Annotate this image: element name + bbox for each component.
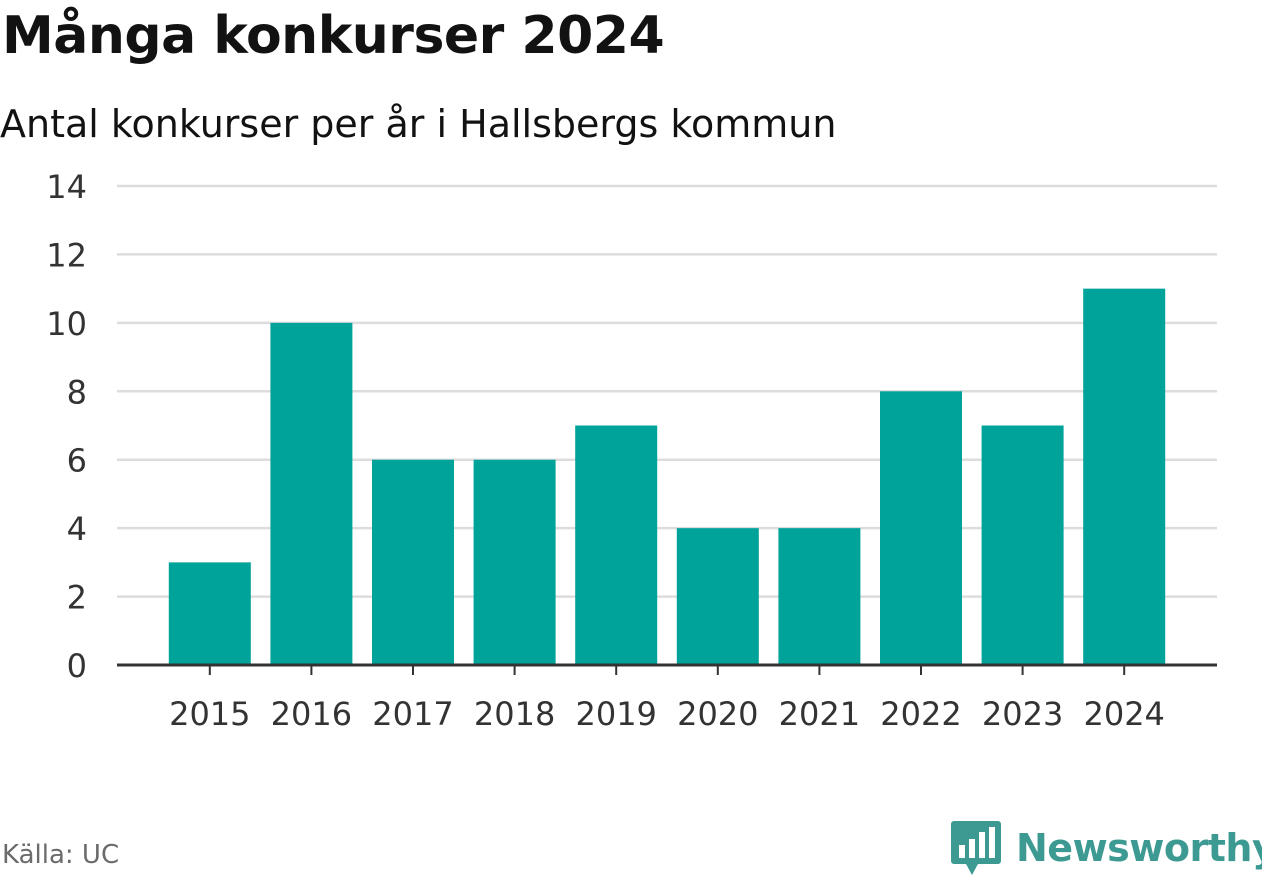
chart-subtitle: Antal konkurser per år i Hallsbergs komm… [0, 102, 837, 146]
bar [372, 459, 454, 665]
x-tick-label: 2024 [1083, 695, 1164, 733]
bar [676, 528, 759, 665]
x-tick-label: 2022 [880, 695, 961, 733]
y-tick-label: 0 [67, 647, 87, 685]
y-tick-label: 12 [46, 236, 87, 274]
x-tick-label: 2021 [779, 695, 860, 733]
x-tick-label: 2023 [982, 695, 1063, 733]
y-tick-label: 2 [67, 579, 87, 617]
brand-name: Newsworthy [1016, 826, 1262, 870]
bar [1083, 288, 1166, 665]
x-tick-label: 2017 [372, 695, 453, 733]
x-tick-label: 2016 [271, 695, 352, 733]
bar [778, 528, 861, 665]
bar [473, 459, 556, 665]
y-tick-label: 4 [67, 510, 87, 548]
bar [880, 391, 962, 665]
chart-title: Många konkurser 2024 [2, 6, 665, 66]
x-tick-label: 2015 [169, 695, 250, 733]
source-note: Källa: UC [2, 840, 120, 870]
x-tick-label: 2020 [677, 695, 758, 733]
newsworthy-logo-icon [951, 821, 1001, 875]
newsworthy-logo: Newsworthy [950, 818, 1262, 878]
bar [270, 322, 353, 665]
y-tick-label: 6 [67, 442, 87, 480]
x-tick-label: 2018 [474, 695, 555, 733]
bar [981, 425, 1064, 665]
y-tick-label: 14 [46, 168, 87, 206]
y-tick-label: 8 [67, 373, 87, 411]
x-tick-label: 2019 [575, 695, 656, 733]
bar [575, 425, 658, 665]
bar [168, 562, 251, 665]
y-tick-label: 10 [46, 305, 87, 343]
